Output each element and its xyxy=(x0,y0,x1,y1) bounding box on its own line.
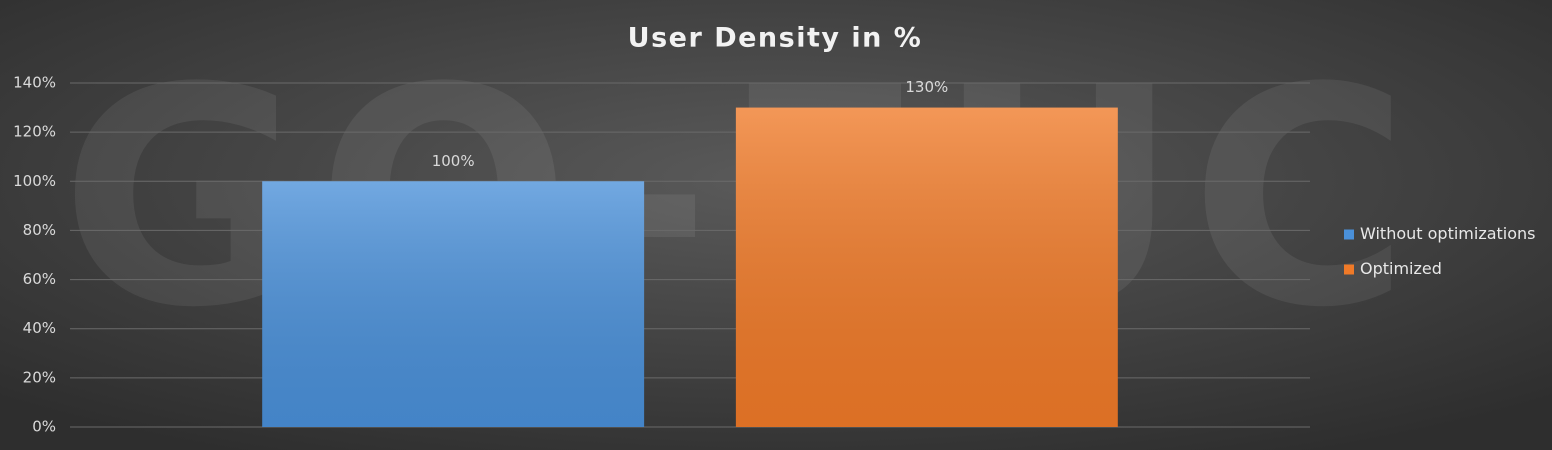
y-tick-label: 80% xyxy=(23,221,56,239)
chart-title: User Density in % xyxy=(628,23,923,54)
y-tick-label: 120% xyxy=(13,123,56,141)
legend-swatch xyxy=(1344,229,1354,240)
bar-sheen xyxy=(262,181,645,427)
legend-label: Without optimizations xyxy=(1360,224,1536,243)
y-tick-label: 140% xyxy=(13,74,56,92)
legend-swatch xyxy=(1344,264,1354,275)
legend-label: Optimized xyxy=(1360,259,1442,278)
y-tick-label: 20% xyxy=(23,368,56,386)
y-tick-label: 0% xyxy=(32,418,56,436)
y-tick-label: 40% xyxy=(23,319,56,337)
data-label: 130% xyxy=(905,78,948,96)
data-label: 100% xyxy=(432,152,475,170)
y-tick-label: 60% xyxy=(23,270,56,288)
bar-sheen xyxy=(735,107,1118,428)
y-tick-label: 100% xyxy=(13,172,56,190)
